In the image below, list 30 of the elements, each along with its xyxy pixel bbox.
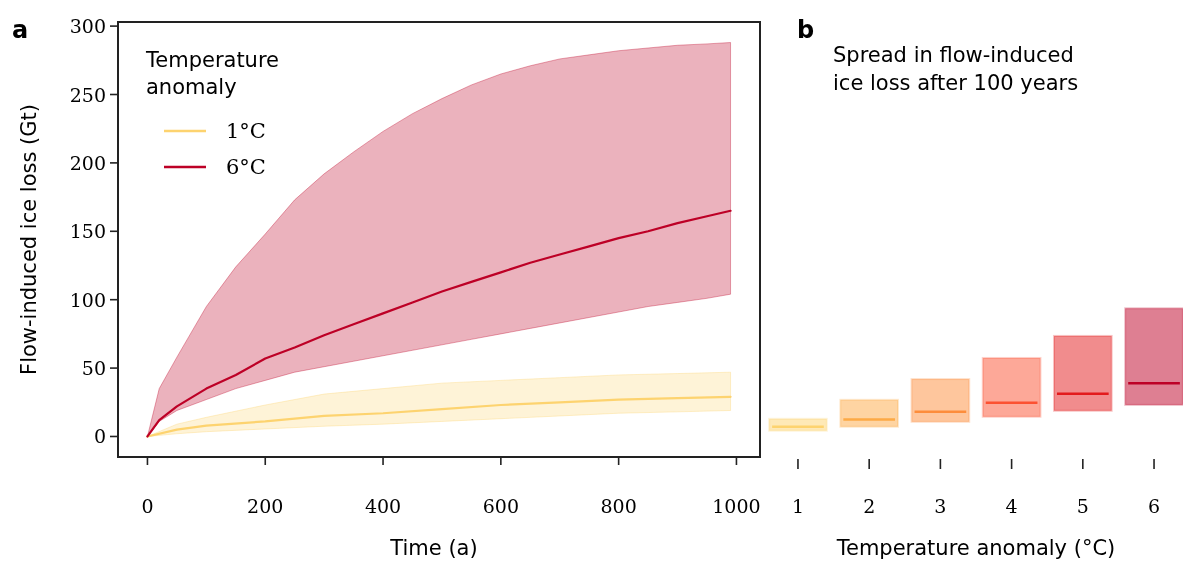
- y-tick-label: 0: [93, 425, 106, 448]
- x-tick-label: 800: [600, 495, 637, 517]
- line-series: [146, 395, 732, 438]
- y-axis-title: Flow-induced ice loss (Gt): [17, 104, 41, 375]
- y-tick-label: 50: [81, 357, 106, 380]
- chart-title: b: [797, 16, 815, 44]
- text: Spread in flow-induced ice loss after 100 years: [833, 43, 1079, 95]
- x-tick-label: 4: [1005, 495, 1018, 517]
- x-tick-label: 3: [934, 495, 947, 517]
- x-axis-title: Time (a): [389, 536, 478, 560]
- y-tick-label: 300: [69, 15, 106, 38]
- x-tick-label: 6: [1147, 495, 1161, 517]
- x-tick-label: 2: [863, 495, 876, 517]
- x-tick-label: 0: [141, 495, 154, 517]
- x-tick-label: 200: [247, 495, 284, 517]
- x-tick-label: 1: [791, 495, 805, 517]
- x-tick-label: 600: [482, 495, 519, 517]
- y-tick-label: 250: [69, 83, 106, 106]
- chart-title: a: [12, 16, 29, 44]
- y-tick-label: 200: [69, 151, 106, 174]
- x-tick-label: 1000: [712, 495, 761, 517]
- y-tick-label: 100: [69, 288, 106, 311]
- legend-label: 1°C: [226, 119, 266, 143]
- x-tick-label: 400: [364, 495, 402, 517]
- line-series: [146, 209, 732, 438]
- x-axis-title: Temperature anomaly (°C): [835, 536, 1116, 560]
- legend-label: 6°C: [226, 155, 266, 179]
- y-tick-label: 150: [69, 220, 106, 243]
- legend-title: Temperature anomaly: [145, 48, 280, 99]
- x-tick-label: 5: [1076, 495, 1089, 517]
